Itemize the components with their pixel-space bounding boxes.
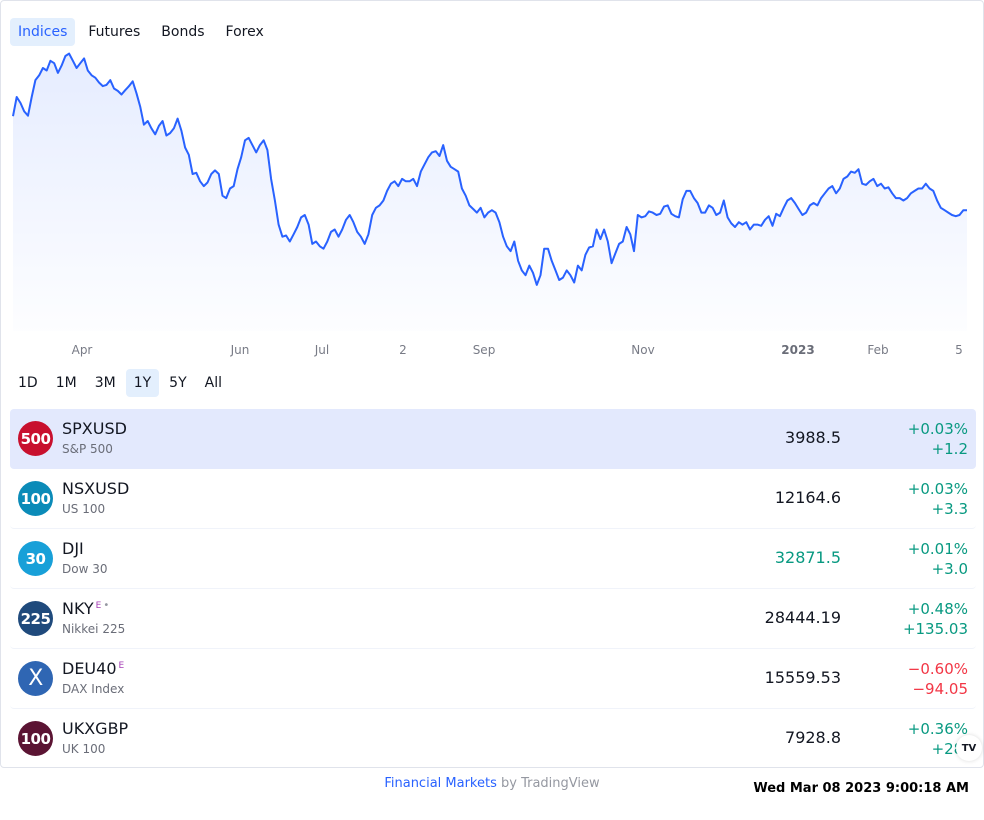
tradingview-logo-icon[interactable]: TV bbox=[956, 735, 982, 761]
symbol-description: S&P 500 bbox=[62, 442, 113, 456]
symbol-row-deu40[interactable]: X DEU40 E DAX Index 15559.53 −0.60% −94.05 bbox=[10, 649, 976, 709]
symbol-price: 15559.53 bbox=[764, 668, 841, 687]
symbol-ticker: SPXUSD bbox=[62, 419, 127, 438]
x-tick-label: Feb bbox=[867, 343, 888, 357]
x-tick-label: Jul bbox=[314, 343, 329, 357]
change-absolute: +3.3 bbox=[931, 500, 968, 518]
symbol-logo-icon: 500 bbox=[18, 421, 53, 456]
symbol-logo-icon: 100 bbox=[18, 721, 53, 756]
symbol-description: UK 100 bbox=[62, 742, 106, 756]
symbol-ticker: UKXGBP bbox=[62, 719, 129, 738]
symbol-change: +0.03% +1.2 bbox=[908, 419, 968, 459]
chart-price-line bbox=[12, 52, 967, 286]
symbol-ticker: NSXUSD bbox=[62, 479, 130, 498]
symbol-logo-icon: X bbox=[18, 661, 53, 696]
tab-indices[interactable]: Indices bbox=[10, 18, 76, 46]
x-tick-label: 5 bbox=[955, 343, 963, 357]
price-chart[interactable]: Apr Jun Jul 2 Sep Nov 2023 Feb 5 bbox=[1, 1, 984, 366]
x-tick-label: 2 bbox=[399, 343, 407, 357]
tab-forex[interactable]: Forex bbox=[225, 24, 264, 40]
range-5y[interactable]: 5Y bbox=[169, 375, 187, 391]
symbol-price: 32871.5 bbox=[774, 548, 841, 567]
symbol-name: DJI bbox=[62, 539, 84, 558]
range-3m[interactable]: 3M bbox=[94, 375, 116, 391]
symbol-name: UKXGBP bbox=[62, 719, 128, 738]
x-tick-label: Nov bbox=[631, 343, 654, 357]
change-percent: +0.03% bbox=[907, 420, 968, 438]
change-absolute: +3.0 bbox=[931, 560, 968, 578]
financial-markets-link[interactable]: Financial Markets bbox=[384, 776, 497, 791]
range-selector: 1D 1M 3M 1Y 5Y All bbox=[10, 369, 230, 397]
chart-area-fill bbox=[13, 53, 967, 331]
x-tick-label: Apr bbox=[72, 343, 93, 357]
x-tick-label: Jun bbox=[230, 343, 250, 357]
extended-hours-badge: E bbox=[118, 660, 125, 671]
x-tick-label: Sep bbox=[473, 343, 496, 357]
symbol-description: Nikkei 225 bbox=[62, 622, 126, 636]
symbol-change: −0.60% −94.05 bbox=[908, 659, 968, 699]
change-percent: +0.48% bbox=[907, 600, 968, 618]
tab-bonds[interactable]: Bonds bbox=[161, 24, 205, 40]
tab-futures[interactable]: Futures bbox=[88, 24, 141, 40]
market-status-dot-icon: • bbox=[103, 599, 110, 611]
range-1m[interactable]: 1M bbox=[55, 375, 77, 391]
range-1y[interactable]: 1Y bbox=[125, 369, 160, 397]
symbol-change: +0.01% +3.0 bbox=[908, 539, 968, 579]
symbol-list: 500 SPXUSD S&P 500 3988.5 +0.03% +1.2 100 NSXUS… bbox=[10, 409, 976, 769]
market-overview-widget: Indices Futures Bonds Forex Apr Jun Jul 2 Sep No… bbox=[0, 0, 984, 768]
symbol-price: 12164.6 bbox=[774, 488, 841, 507]
symbol-description: US 100 bbox=[62, 502, 106, 516]
symbol-price: 28444.19 bbox=[764, 608, 841, 627]
symbol-ticker: DEU40 bbox=[62, 659, 117, 678]
change-absolute: +1.2 bbox=[931, 440, 968, 458]
x-tick-label: 2023 bbox=[781, 343, 814, 357]
change-percent: −0.60% bbox=[907, 660, 968, 678]
change-percent: +0.03% bbox=[907, 480, 968, 498]
change-percent: +0.01% bbox=[907, 540, 968, 558]
symbol-description: Dow 30 bbox=[62, 562, 108, 576]
market-tabs: Indices Futures Bonds Forex bbox=[10, 18, 272, 46]
symbol-price: 7928.8 bbox=[785, 728, 841, 747]
symbol-change: +0.48% +135.03 bbox=[903, 599, 968, 639]
change-percent: +0.36% bbox=[907, 720, 968, 738]
symbol-price: 3988.5 bbox=[785, 428, 841, 447]
footer: Financial Markets by TradingView bbox=[0, 776, 984, 791]
symbol-logo-icon: 30 bbox=[18, 541, 53, 576]
symbol-ticker: DJI bbox=[62, 539, 84, 558]
symbol-row-ukxgbp[interactable]: 100 UKXGBP UK 100 7928.8 +0.36% +28. bbox=[10, 709, 976, 769]
change-absolute: −94.05 bbox=[912, 680, 968, 698]
symbol-ticker: NKY bbox=[62, 599, 94, 618]
range-1d[interactable]: 1D bbox=[18, 375, 38, 391]
symbol-row-nky[interactable]: 225 NKY E • Nikkei 225 28444.19 +0.48% +135.03 bbox=[10, 589, 976, 649]
symbol-row-dji[interactable]: 30 DJI Dow 30 32871.5 +0.01% +3.0 bbox=[10, 529, 976, 589]
symbol-logo-icon: 100 bbox=[18, 481, 53, 516]
symbol-name: NKY E • bbox=[62, 599, 109, 618]
symbol-logo-icon: 225 bbox=[18, 601, 53, 636]
symbol-name: SPXUSD bbox=[62, 419, 127, 438]
symbol-row-nsxusd[interactable]: 100 NSXUSD US 100 12164.6 +0.03% +3.3 bbox=[10, 469, 976, 529]
change-absolute: +135.03 bbox=[902, 620, 968, 638]
symbol-name: NSXUSD bbox=[62, 479, 129, 498]
extended-hours-badge: E bbox=[95, 600, 102, 611]
symbol-row-spxusd[interactable]: 500 SPXUSD S&P 500 3988.5 +0.03% +1.2 bbox=[10, 409, 976, 469]
timestamp: Wed Mar 08 2023 9:00:18 AM bbox=[753, 781, 969, 796]
range-all[interactable]: All bbox=[204, 375, 222, 391]
symbol-change: +0.03% +3.3 bbox=[908, 479, 968, 519]
symbol-name: DEU40 E bbox=[62, 659, 124, 678]
footer-attribution: by TradingView bbox=[496, 776, 600, 791]
symbol-description: DAX Index bbox=[62, 682, 125, 696]
